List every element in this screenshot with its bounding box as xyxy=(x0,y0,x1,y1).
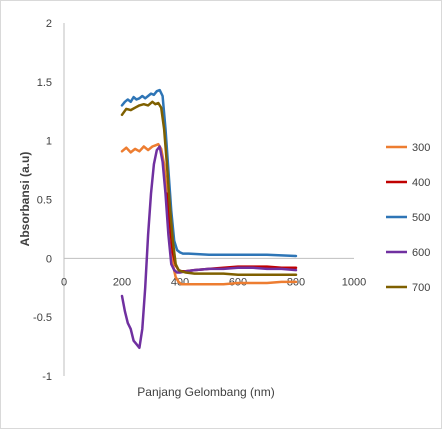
tick-labels: 21.510.50-0.5-10 200 400 600 800 1000 xyxy=(33,18,366,383)
series-line-700 xyxy=(120,100,298,277)
series-line-400 xyxy=(165,192,298,273)
series-line-300 xyxy=(120,142,298,286)
axes xyxy=(63,23,354,376)
y-tick-label: 2 xyxy=(46,18,52,30)
y-tick-label: 0.5 xyxy=(37,195,52,207)
series-line-500 xyxy=(120,88,298,258)
y-tick-label: 0 xyxy=(46,253,52,265)
y-tick-label: -1 xyxy=(42,371,52,383)
legend-label-700: 700 xyxy=(412,282,430,294)
legend-label-600: 600 xyxy=(412,247,430,259)
legend-label-500: 500 xyxy=(412,212,430,224)
x-axis-label: Panjang Gelombang (nm) xyxy=(137,385,274,399)
legend-label-400: 400 xyxy=(412,177,430,189)
x-tick-label: 200 xyxy=(113,276,131,288)
y-axis-label: Absorbansi (a.u) xyxy=(18,152,32,247)
legend-label-300: 300 xyxy=(412,142,430,154)
x-tick-label: 1000 xyxy=(342,276,366,288)
y-tick-label: -0.5 xyxy=(33,312,52,324)
series-line-600 xyxy=(120,145,298,350)
series-lines xyxy=(120,88,298,350)
y-tick-label: 1.5 xyxy=(37,77,52,89)
y-tick-label: 1 xyxy=(46,136,52,148)
legend: 300 400 500 600 700 xyxy=(386,142,430,294)
x-tick-label: 0 xyxy=(61,276,67,288)
